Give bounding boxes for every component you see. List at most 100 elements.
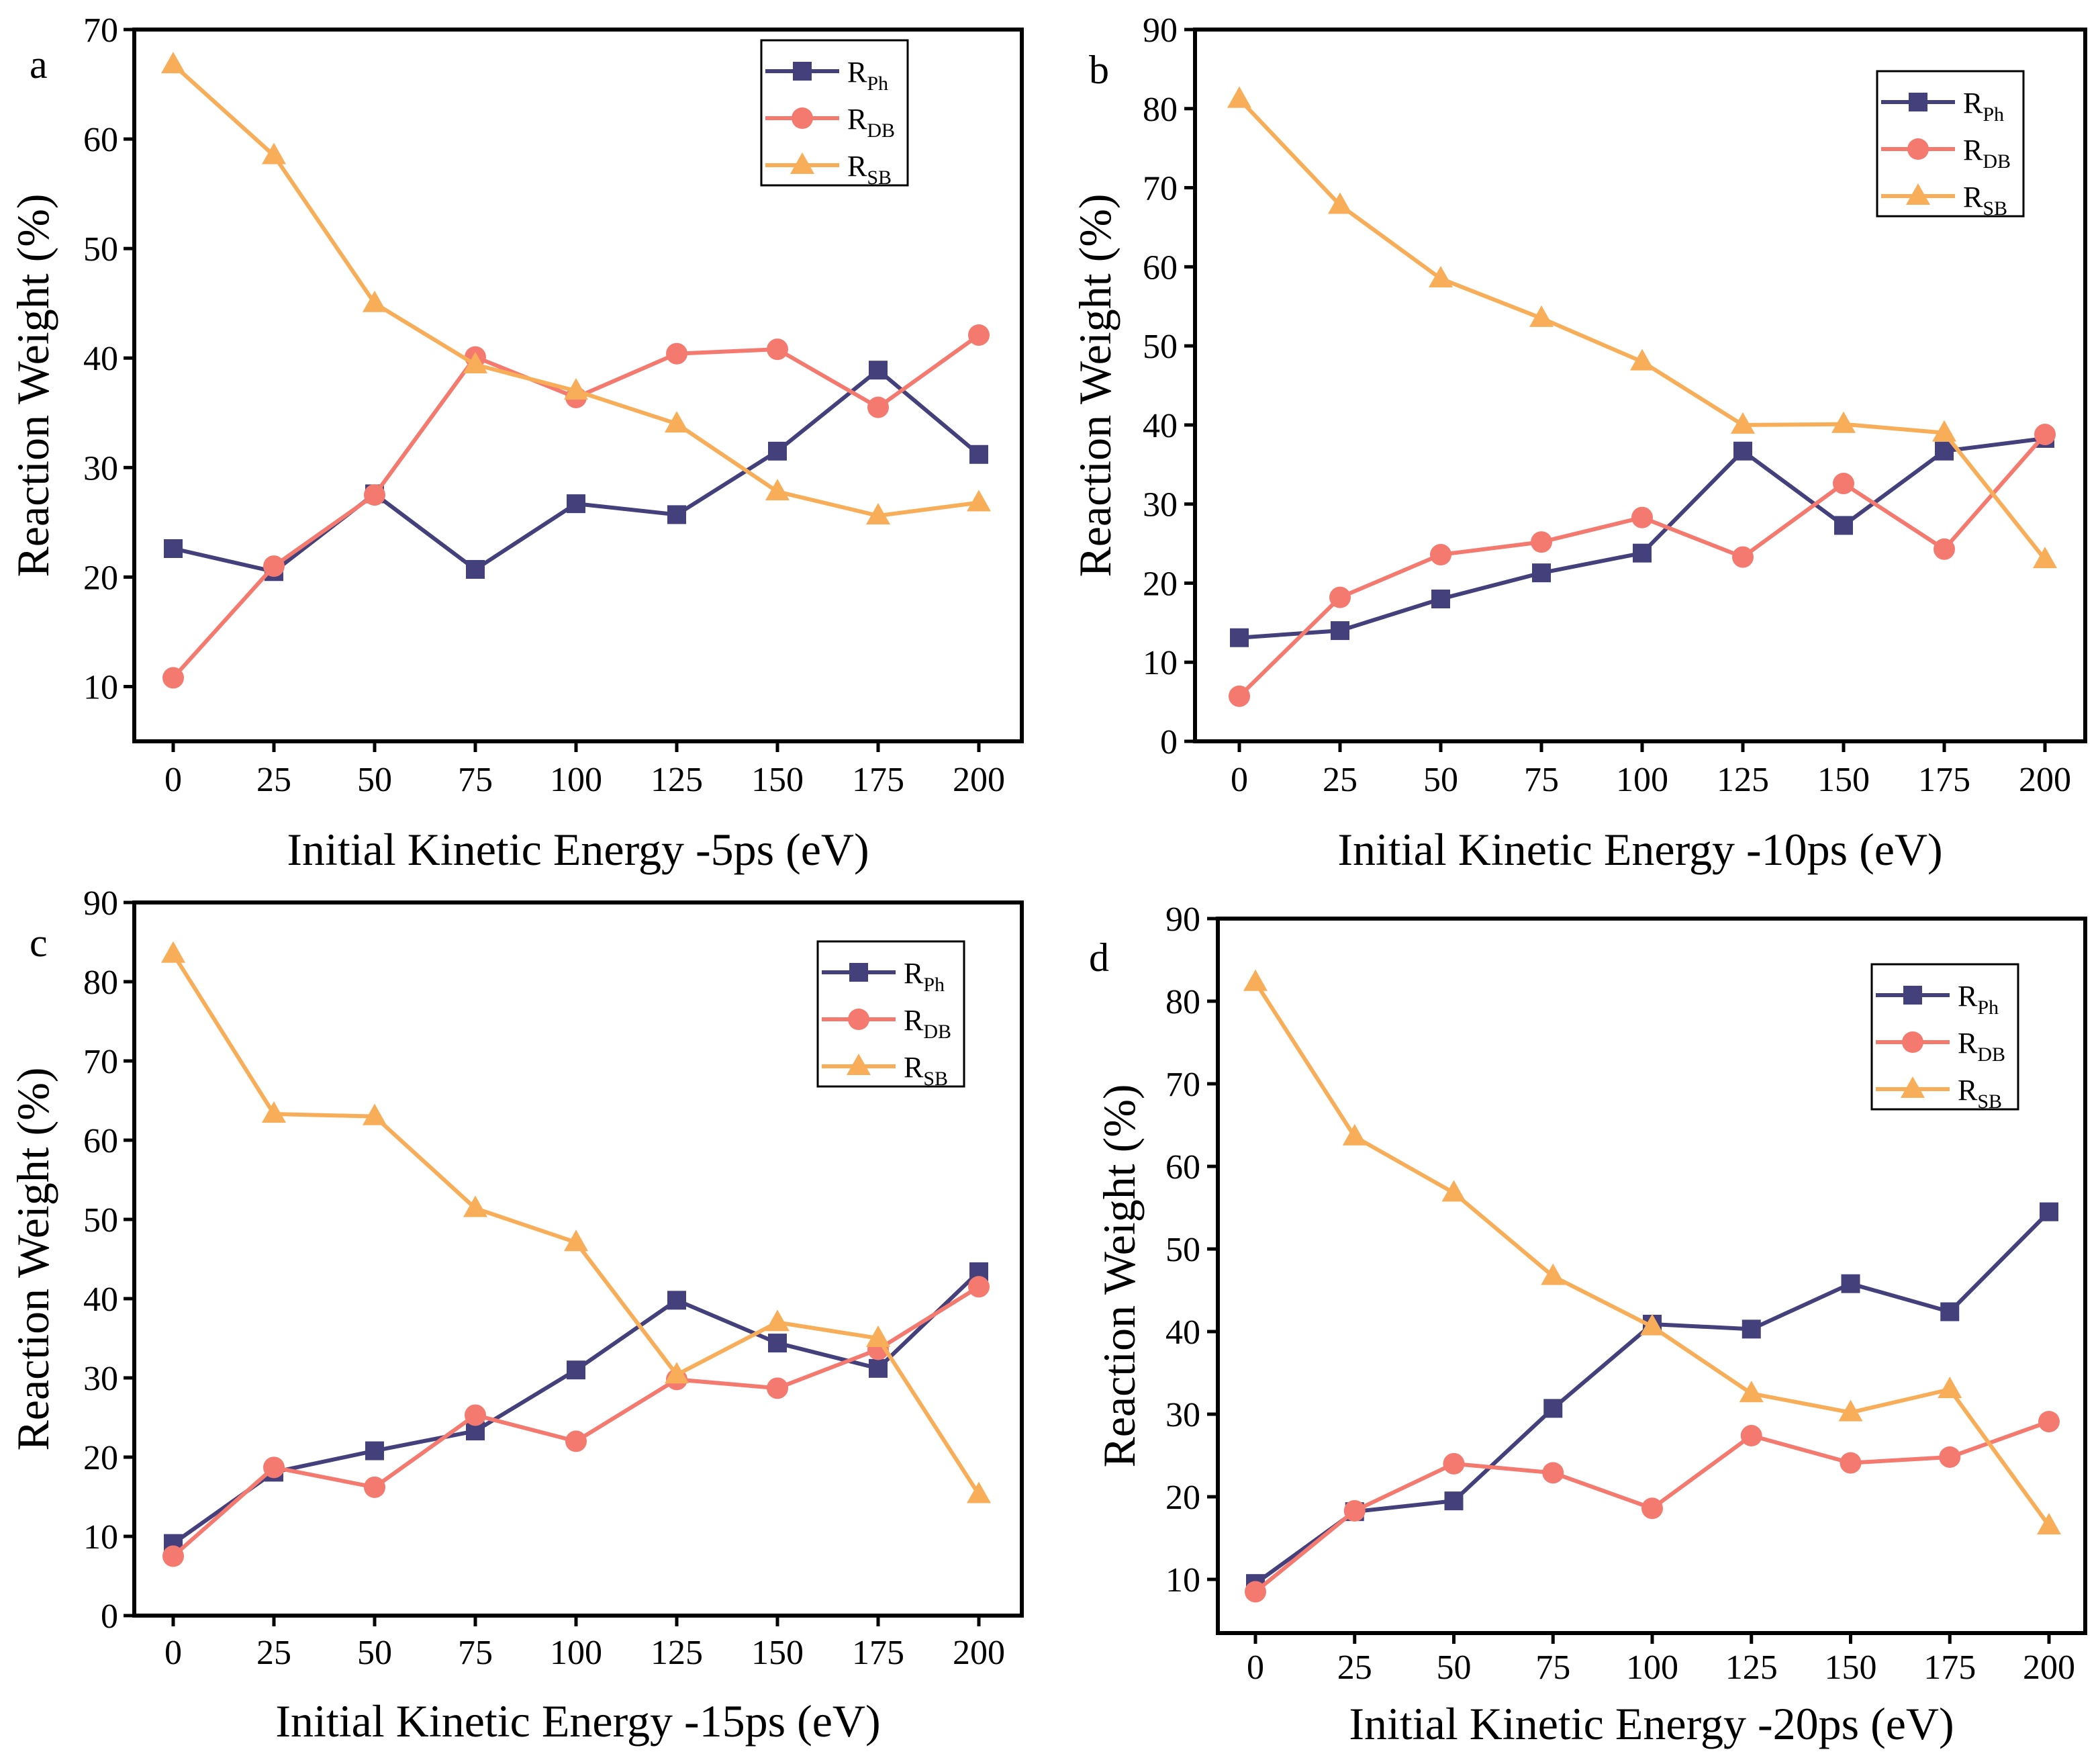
legend-label-sub: DB: [867, 120, 895, 142]
data-point: [666, 342, 687, 365]
data-point: [1834, 516, 1853, 535]
legend-marker-square-icon: [849, 963, 868, 982]
x-tick-label: 75: [458, 761, 493, 799]
data-point: [1732, 546, 1754, 568]
legend: RPh RDB RSB: [1870, 963, 2019, 1113]
x-tick-label: 175: [852, 761, 904, 799]
legend-label-sub: SB: [1983, 197, 2007, 220]
data-point: [1934, 538, 1955, 560]
series-r-ph: [1230, 428, 2054, 647]
legend-marker-triangle-icon: [790, 152, 814, 174]
data-point: [1443, 1452, 1465, 1475]
data-point: [867, 396, 889, 418]
x-tick-label: 100: [550, 1634, 602, 1672]
y-tick-label: 10: [83, 668, 118, 706]
legend-item-r-sb: RSB: [1876, 1074, 2002, 1113]
data-point: [1532, 563, 1551, 583]
x-tick-label: 25: [1337, 1649, 1372, 1687]
data-point: [1227, 86, 1251, 108]
data-point: [1342, 1123, 1367, 1146]
legend-marker-circle-icon: [1902, 1031, 1923, 1053]
legend-label-main: R: [904, 1051, 924, 1084]
y-tick-label: 70: [83, 1043, 118, 1081]
data-point: [565, 1430, 587, 1452]
legend-label: RPh: [847, 56, 888, 95]
y-tick-label: 40: [1143, 407, 1178, 445]
y-tick-label: 90: [1143, 11, 1178, 50]
data-point: [1940, 1302, 1960, 1321]
legend-item-r-ph: RPh: [1881, 87, 2004, 126]
series-r-sb: [1227, 86, 2057, 569]
legend-label-sub: Ph: [1977, 996, 1999, 1019]
data-point: [765, 479, 790, 501]
data-point: [1243, 969, 1268, 991]
data-point: [564, 378, 588, 400]
data-point: [1733, 441, 1752, 461]
legend-box: [760, 39, 909, 187]
legend-label-sub: Ph: [1983, 103, 2004, 126]
chart-panel-d: 10 20 30 40 50 60 70 80 90 0 25 50 75 100 125 150 175 200…: [1089, 900, 2087, 1749]
data-point: [1731, 412, 1755, 434]
x-tick-label: 150: [1825, 1649, 1877, 1687]
data-point: [866, 1326, 890, 1347]
x-tick-label: 150: [1817, 761, 1870, 799]
y-tick-label: 70: [83, 11, 118, 50]
x-axis-label: Initial Kinetic Energy -5ps (eV): [287, 824, 869, 875]
legend-item-r-db: RDB: [765, 103, 895, 142]
x-tick-label: 175: [852, 1634, 904, 1672]
series-line: [1237, 433, 2047, 698]
x-axis-label: Initial Kinetic Energy -20ps (eV): [1349, 1698, 1954, 1749]
legend-label-sub: Ph: [923, 974, 945, 996]
plot-frame: [132, 28, 1024, 743]
data-point: [1529, 305, 1554, 327]
data-point: [1429, 266, 1453, 287]
x-tick-label: 100: [550, 761, 602, 799]
data-point: [1444, 1491, 1464, 1511]
series-r-sb: [1243, 969, 2061, 1535]
series-line: [172, 1285, 980, 1558]
panel-label: a: [30, 42, 48, 87]
data-point: [567, 1360, 585, 1380]
legend-item-r-db: RDB: [822, 1004, 951, 1043]
data-point: [1740, 1425, 1762, 1447]
data-point: [665, 411, 689, 433]
data-point: [869, 361, 888, 380]
legend-item-r-db: RDB: [1876, 1027, 2005, 1066]
y-axis-label: Reaction Weight (%): [7, 1067, 58, 1450]
x-tick-label: 125: [651, 1634, 703, 1672]
y-axis-label: Reaction Weight (%): [7, 193, 58, 577]
legend-label: RSB: [1958, 1074, 2002, 1113]
data-point: [262, 1101, 286, 1123]
data-point: [1932, 420, 1956, 442]
legend-marker-square-icon: [1903, 986, 1922, 1005]
x-axis-label: Initial Kinetic Energy -15ps (eV): [275, 1696, 880, 1747]
data-point: [1542, 1462, 1564, 1484]
x-tick-label: 200: [953, 761, 1005, 799]
y-tick-label: 20: [83, 559, 118, 597]
data-point: [1630, 349, 1654, 371]
legend-marker-triangle-icon: [1901, 1076, 1925, 1098]
data-point: [262, 142, 286, 165]
legend-marker-triangle-icon: [847, 1054, 871, 1075]
data-point: [1229, 685, 1250, 707]
legend-label-main: R: [1963, 134, 1983, 167]
x-tick-label: 25: [256, 761, 291, 799]
data-point: [1441, 1180, 1466, 1202]
y-tick-label: 90: [1165, 900, 1200, 939]
legend-item-r-sb: RSB: [765, 150, 892, 189]
x-tick-label: 75: [1524, 761, 1559, 799]
data-point: [1245, 1581, 1266, 1603]
legend-label-sub: DB: [923, 1021, 951, 1043]
data-point: [162, 667, 184, 689]
legend-item-r-ph: RPh: [765, 56, 888, 95]
y-tick-label: 30: [83, 449, 118, 488]
legend-label-main: R: [847, 56, 867, 89]
x-tick-label: 0: [1247, 1649, 1264, 1687]
x-tick-label: 125: [1725, 1649, 1778, 1687]
data-point: [866, 503, 890, 525]
data-point: [365, 1441, 384, 1460]
legend-item-r-ph: RPh: [1876, 980, 1999, 1019]
data-point: [768, 1334, 787, 1353]
legend-label-sub: SB: [923, 1068, 948, 1090]
legend-label: RPh: [1958, 980, 1999, 1019]
